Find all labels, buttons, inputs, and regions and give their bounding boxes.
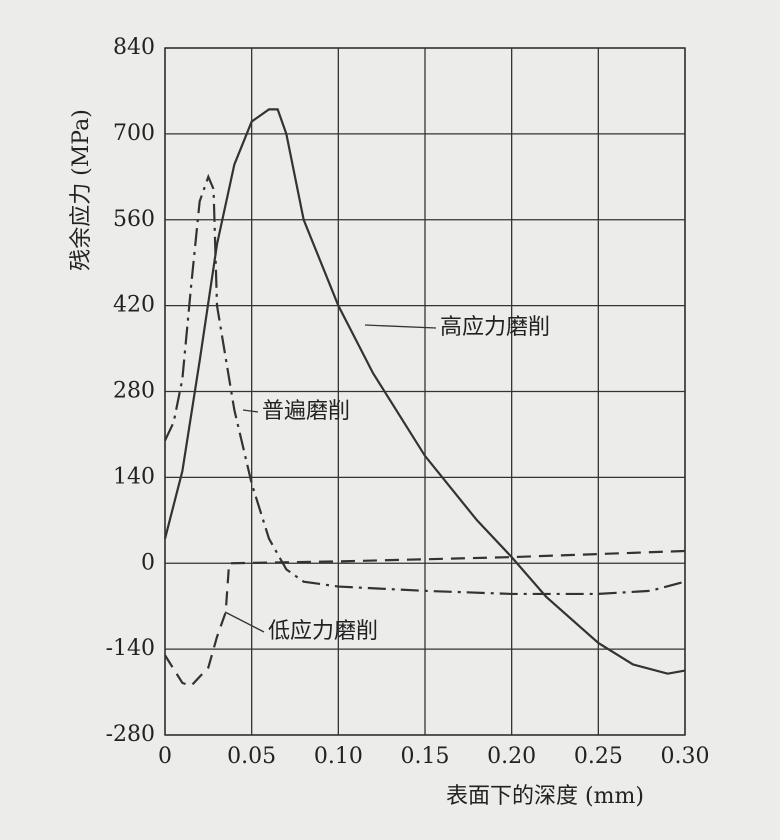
label-leader (242, 409, 259, 413)
y-tick-label: 560 (113, 207, 155, 232)
series-line (164, 549, 686, 688)
y-axis-label: 残余应力 (MPa) (69, 109, 94, 271)
series-label: 普遍磨削 (262, 399, 350, 424)
y-tick-label: 0 (141, 550, 155, 575)
y-tick-label: 140 (113, 464, 155, 489)
label-leader (224, 611, 265, 633)
y-tick-label: -280 (106, 722, 155, 747)
x-tick-label: 0.25 (574, 744, 623, 769)
y-tick-label: 840 (113, 35, 155, 60)
label-leader (364, 324, 437, 329)
x-tick-label: 0.20 (487, 744, 536, 769)
series-label: 低应力磨削 (268, 619, 378, 644)
x-axis-label: 表面下的深度 (mm) (446, 784, 644, 809)
x-tick-label: 0.30 (661, 744, 710, 769)
y-tick-label: 280 (113, 379, 155, 404)
x-tick-label: 0.05 (227, 744, 276, 769)
series-label: 高应力磨削 (440, 315, 550, 340)
y-tick-label: 420 (113, 293, 155, 318)
x-tick-label: 0 (158, 744, 172, 769)
series-line (164, 173, 686, 596)
series-line (163, 108, 686, 675)
y-tick-label: -140 (106, 636, 155, 661)
x-tick-label: 0.10 (314, 744, 363, 769)
x-tick-label: 0.15 (401, 744, 450, 769)
y-tick-label: 700 (113, 121, 155, 146)
